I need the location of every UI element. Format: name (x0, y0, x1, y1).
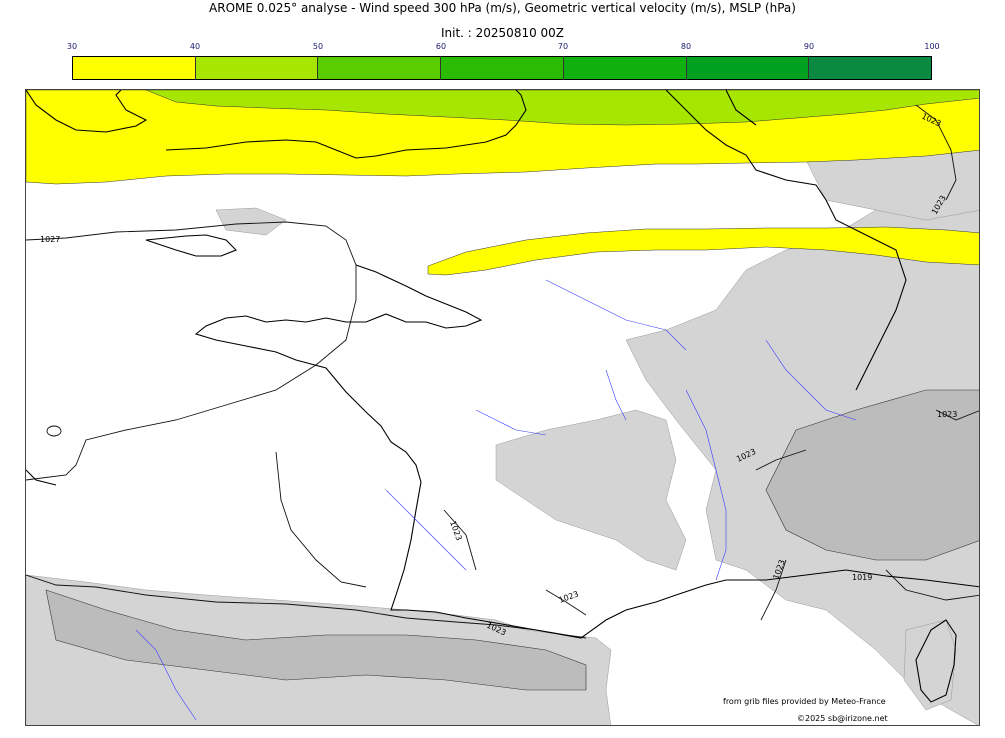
colorbar-segment (809, 57, 932, 79)
isobar-label: 1023 (558, 589, 580, 604)
colorbar-tick: 80 (680, 42, 692, 51)
init-time: Init. : 20250810 00Z (440, 26, 565, 40)
colorbar-tick: 30 (66, 42, 78, 51)
isobar-label: 1019 (852, 573, 872, 582)
wind-speed-colorbar (72, 56, 932, 80)
jet-stream-bands (26, 90, 979, 276)
coastline (26, 90, 979, 703)
colorbar-segment (563, 57, 687, 79)
colorbar-tick: 40 (189, 42, 201, 51)
data-source-credit: from grib files provided by Meteo-France (723, 697, 886, 706)
map-title: AROME 0.025° analyse - Wind speed 300 hP… (209, 1, 796, 15)
colorbar-segment (318, 57, 442, 79)
terrain-relief (26, 144, 979, 725)
colorbar-tick: 70 (557, 42, 569, 51)
colorbar-segment (441, 57, 564, 79)
colorbar-tick: 100 (924, 42, 940, 51)
isobar-label: 1023 (937, 410, 957, 419)
colorbar-tick: 90 (803, 42, 815, 51)
isobar-label: 1023 (448, 520, 463, 542)
colorbar-segment (686, 57, 810, 79)
copyright-credit: ©2025 sb@irizone.net (797, 714, 888, 723)
colorbar-segment (73, 57, 196, 79)
weather-map: 1027 1023 1023 1023 1023 1023 1023 1023 … (25, 89, 980, 726)
colorbar-tick: 50 (312, 42, 324, 51)
colorbar-segment (195, 57, 319, 79)
rivers (135, 279, 857, 721)
isobar-label: 1027 (40, 235, 60, 244)
colorbar-tick: 60 (435, 42, 447, 51)
